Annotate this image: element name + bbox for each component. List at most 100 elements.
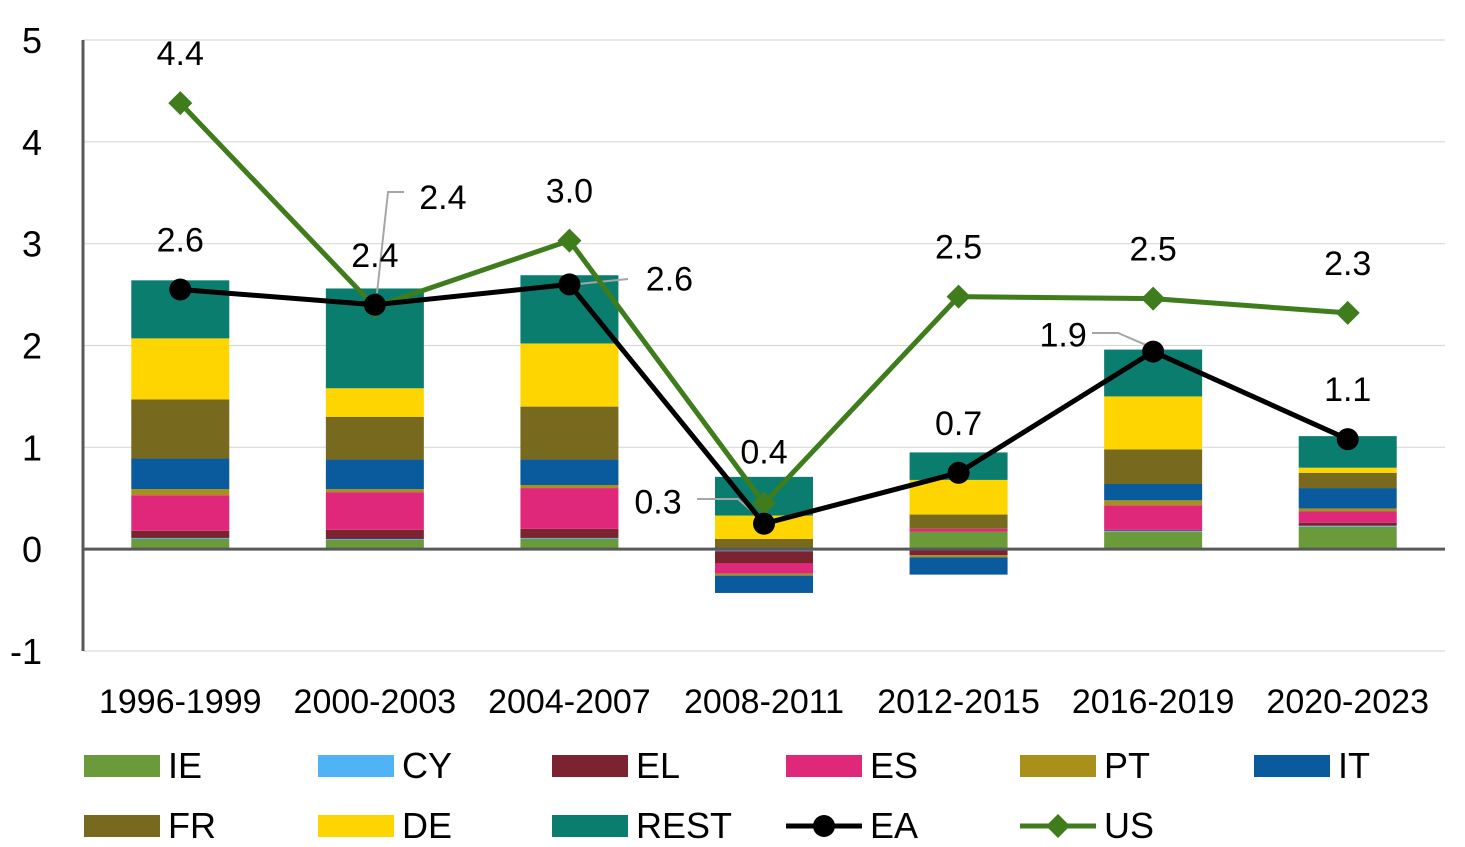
- data-label-us: 3.0: [546, 173, 593, 211]
- bar-segment-cy: [1104, 530, 1203, 532]
- y-axis: -1 0 1 2 3 4 5: [10, 20, 85, 672]
- legend-swatch: [786, 755, 862, 777]
- bar-segment-de: [520, 343, 619, 407]
- bar-segment-de: [1104, 396, 1203, 450]
- legend-label: US: [1104, 805, 1155, 846]
- legend-label: IT: [1338, 745, 1370, 786]
- x-tick-label: 2012-2015: [877, 683, 1040, 721]
- marker-ea: [753, 512, 775, 535]
- legend-label: EL: [636, 745, 681, 786]
- x-tick-label: 1996-1999: [99, 683, 262, 721]
- bar-segment-pt: [909, 555, 1008, 558]
- legend-item-ie: IE: [84, 745, 202, 786]
- bar-segment-fr: [909, 514, 1008, 529]
- bar-segment-cy: [1298, 525, 1397, 527]
- bar-segment-es: [131, 495, 230, 531]
- legend-swatch: [1020, 755, 1096, 777]
- bar-segment-it: [909, 557, 1008, 575]
- bar-segment-pt: [520, 485, 619, 489]
- data-label-ea: 2.6: [646, 260, 693, 298]
- bar-segment-el: [131, 530, 230, 538]
- data-label-ea: 0.7: [935, 405, 982, 443]
- bar-segment-es: [1298, 511, 1397, 523]
- bar-segment-it: [1298, 488, 1397, 509]
- bar-segment-el: [715, 551, 813, 564]
- y-tick-label: -1: [10, 631, 42, 672]
- bar-segment-el: [909, 550, 1008, 556]
- bar-segment-cy: [131, 537, 230, 539]
- y-tick-label: 0: [22, 529, 42, 570]
- y-tick-label: 3: [22, 224, 42, 265]
- legend-label: REST: [636, 805, 733, 846]
- x-tick-label: 2000-2003: [294, 683, 457, 721]
- data-label-us: 2.4: [419, 179, 466, 217]
- grid-lines: [83, 39, 1445, 652]
- legend-label: ES: [870, 745, 919, 786]
- legend-swatch: [84, 755, 160, 777]
- bar-segment-it: [715, 575, 813, 593]
- marker-us: [168, 91, 193, 116]
- leader-line: [376, 191, 404, 294]
- marker-us: [1335, 300, 1360, 325]
- marker-ea: [947, 461, 970, 484]
- y-tick-label: 4: [22, 122, 42, 163]
- legend-item-cy: CY: [318, 745, 452, 786]
- chart-svg: -1 0 1 2 3 4 5 4.4 2.4 3.0 0.4 2.5 2.5 2.3 2.6 2.4 2.6 0…: [10, 20, 1445, 721]
- bar-segment-ie: [325, 540, 424, 550]
- legend-item-de: DE: [318, 805, 452, 846]
- legend-item-el: EL: [552, 745, 680, 786]
- legend-item-it: IT: [1254, 745, 1370, 786]
- bar-segment-es: [1104, 505, 1203, 530]
- legend-item-fr: FR: [84, 805, 216, 846]
- bar-segment-el: [1298, 522, 1397, 526]
- bar-segment-fr: [520, 406, 619, 460]
- data-label-us: 0.4: [740, 433, 787, 471]
- legend-item-us: US: [1020, 805, 1154, 846]
- data-label-us: 2.5: [935, 229, 982, 267]
- data-label-us: 4.4: [157, 35, 204, 73]
- data-label-us: 2.3: [1324, 245, 1371, 283]
- bar-segment-cy: [520, 537, 619, 539]
- bar-segment-fr: [325, 416, 424, 460]
- x-tick-label: 2004-2007: [488, 683, 651, 721]
- bar-segment-de: [325, 388, 424, 417]
- bar-segment-el: [325, 529, 424, 539]
- bar-segment-es: [325, 492, 424, 530]
- data-label-ea: 2.4: [351, 237, 398, 275]
- legend-item-es: ES: [786, 745, 918, 786]
- data-label-ea: 1.1: [1324, 371, 1371, 409]
- marker-us: [557, 228, 582, 253]
- bar-segment-it: [520, 459, 619, 486]
- legend-line-swatch: [1020, 814, 1096, 838]
- legend-label: CY: [402, 745, 453, 786]
- data-label-ea: 0.3: [634, 484, 681, 522]
- marker-ea: [1336, 428, 1359, 451]
- bar-segment-es: [909, 528, 1008, 532]
- data-label-ea: 1.9: [1040, 317, 1087, 355]
- marker-ea: [169, 278, 192, 301]
- bar-segment-it: [1104, 483, 1203, 501]
- bar-segment-it: [131, 458, 230, 490]
- y-tick-label: 2: [22, 326, 42, 367]
- legend-label: EA: [870, 805, 919, 846]
- legend: IE CY EL ES PT IT FR DE REST EA US: [0, 735, 1465, 846]
- bar-segment-fr: [131, 399, 230, 459]
- legend-label: IE: [168, 745, 203, 786]
- legend-swatch: [1254, 755, 1330, 777]
- marker-ea: [1142, 340, 1165, 363]
- bar-segment-de: [1298, 467, 1397, 473]
- x-tick-label: 2016-2019: [1072, 683, 1235, 721]
- bar-segment-ie: [1104, 531, 1203, 550]
- bar-segment-de: [909, 479, 1008, 515]
- legend-label: FR: [168, 805, 216, 846]
- bar-segment-fr: [715, 538, 813, 550]
- bar-segment-cy: [715, 550, 813, 552]
- data-labels: 4.4 2.4 3.0 0.4 2.5 2.5 2.3 2.6 2.4 2.6 0.3 0.7 1.9 1…: [157, 35, 1372, 522]
- bar-segment-ie: [909, 531, 1008, 550]
- bar-segment-pt: [1298, 508, 1397, 512]
- y-tick-label: 5: [22, 20, 42, 61]
- x-axis: 1996-1999 2000-2003 2004-2007 2008-2011 2012…: [99, 683, 1429, 721]
- legend-label: PT: [1104, 745, 1151, 786]
- legend-swatch: [318, 755, 394, 777]
- bar-segment-fr: [1298, 472, 1397, 489]
